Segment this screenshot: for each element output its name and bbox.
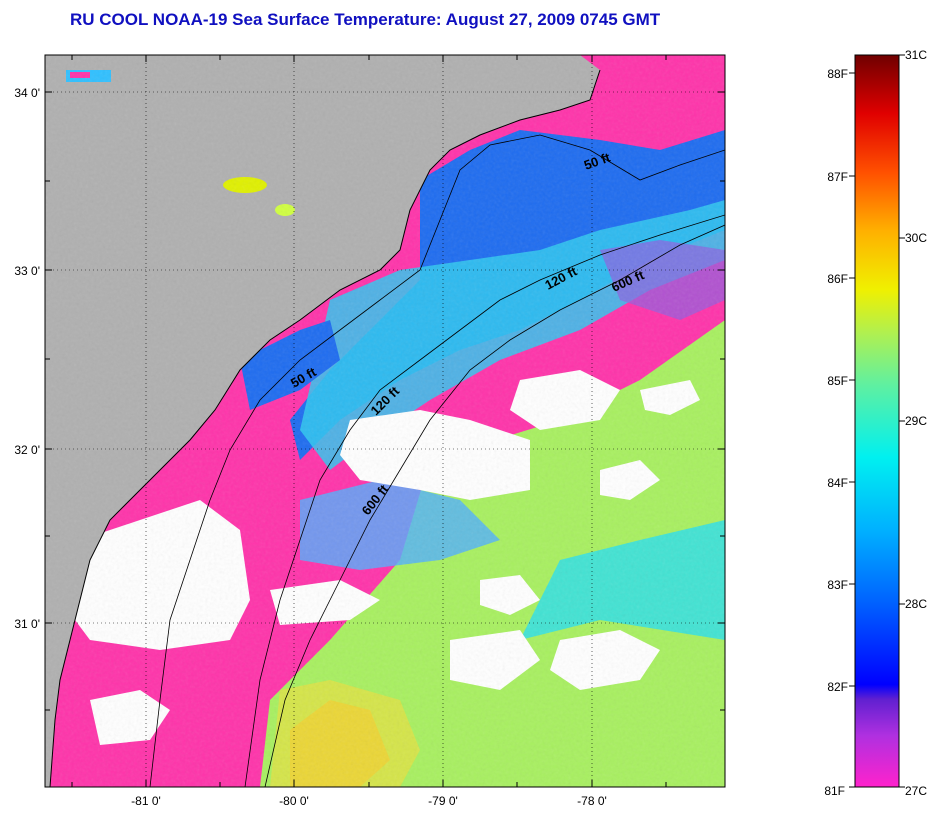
- graticule: [45, 55, 725, 787]
- colorbar-gradient: [854, 54, 900, 788]
- colorbar-c-label: 30C: [905, 231, 927, 245]
- colorbar-f-label: 87F: [827, 170, 848, 184]
- coastline: [49, 69, 601, 787]
- colorbar-f-label: 81F: [824, 784, 845, 798]
- map-frame: [44, 54, 726, 788]
- isobath-50ft: [149, 134, 725, 787]
- colorbar-f-label: 84F: [827, 476, 848, 490]
- lon-label: -80 0': [279, 794, 309, 808]
- colorbar: 88F 87F 86F 85F 84F 83F 82F 81F 31C 30C …: [824, 48, 927, 798]
- colorbar-f-label: 82F: [827, 680, 848, 694]
- colorbar-f-label: 86F: [827, 272, 848, 286]
- lat-label: 33 0': [14, 264, 40, 278]
- colorbar-f-label: 88F: [827, 67, 848, 81]
- lon-label: -78 0': [577, 794, 607, 808]
- colorbar-f-label: 85F: [827, 374, 848, 388]
- map-title: RU COOL NOAA-19 Sea Surface Temperature:…: [70, 10, 661, 29]
- isobath-120ft: [244, 214, 725, 787]
- sst-image: 50 ft 120 ft 600 ft 50 ft 120 ft 600 ft: [45, 55, 725, 787]
- lat-label: 31 0': [14, 617, 40, 631]
- colorbar-c-label: 27C: [905, 784, 927, 798]
- lat-label: 34 0': [14, 86, 40, 100]
- colorbar-f-label: 83F: [827, 578, 848, 592]
- isobath-600ft: [264, 224, 725, 787]
- colorbar-c-label: 29C: [905, 414, 927, 428]
- lon-label: -81 0': [131, 794, 161, 808]
- axis-ticks: [45, 55, 725, 787]
- lat-label: 32 0': [14, 443, 40, 457]
- colorbar-c-label: 28C: [905, 597, 927, 611]
- lon-label: -79 0': [428, 794, 458, 808]
- colorbar-c-label: 31C: [905, 48, 927, 62]
